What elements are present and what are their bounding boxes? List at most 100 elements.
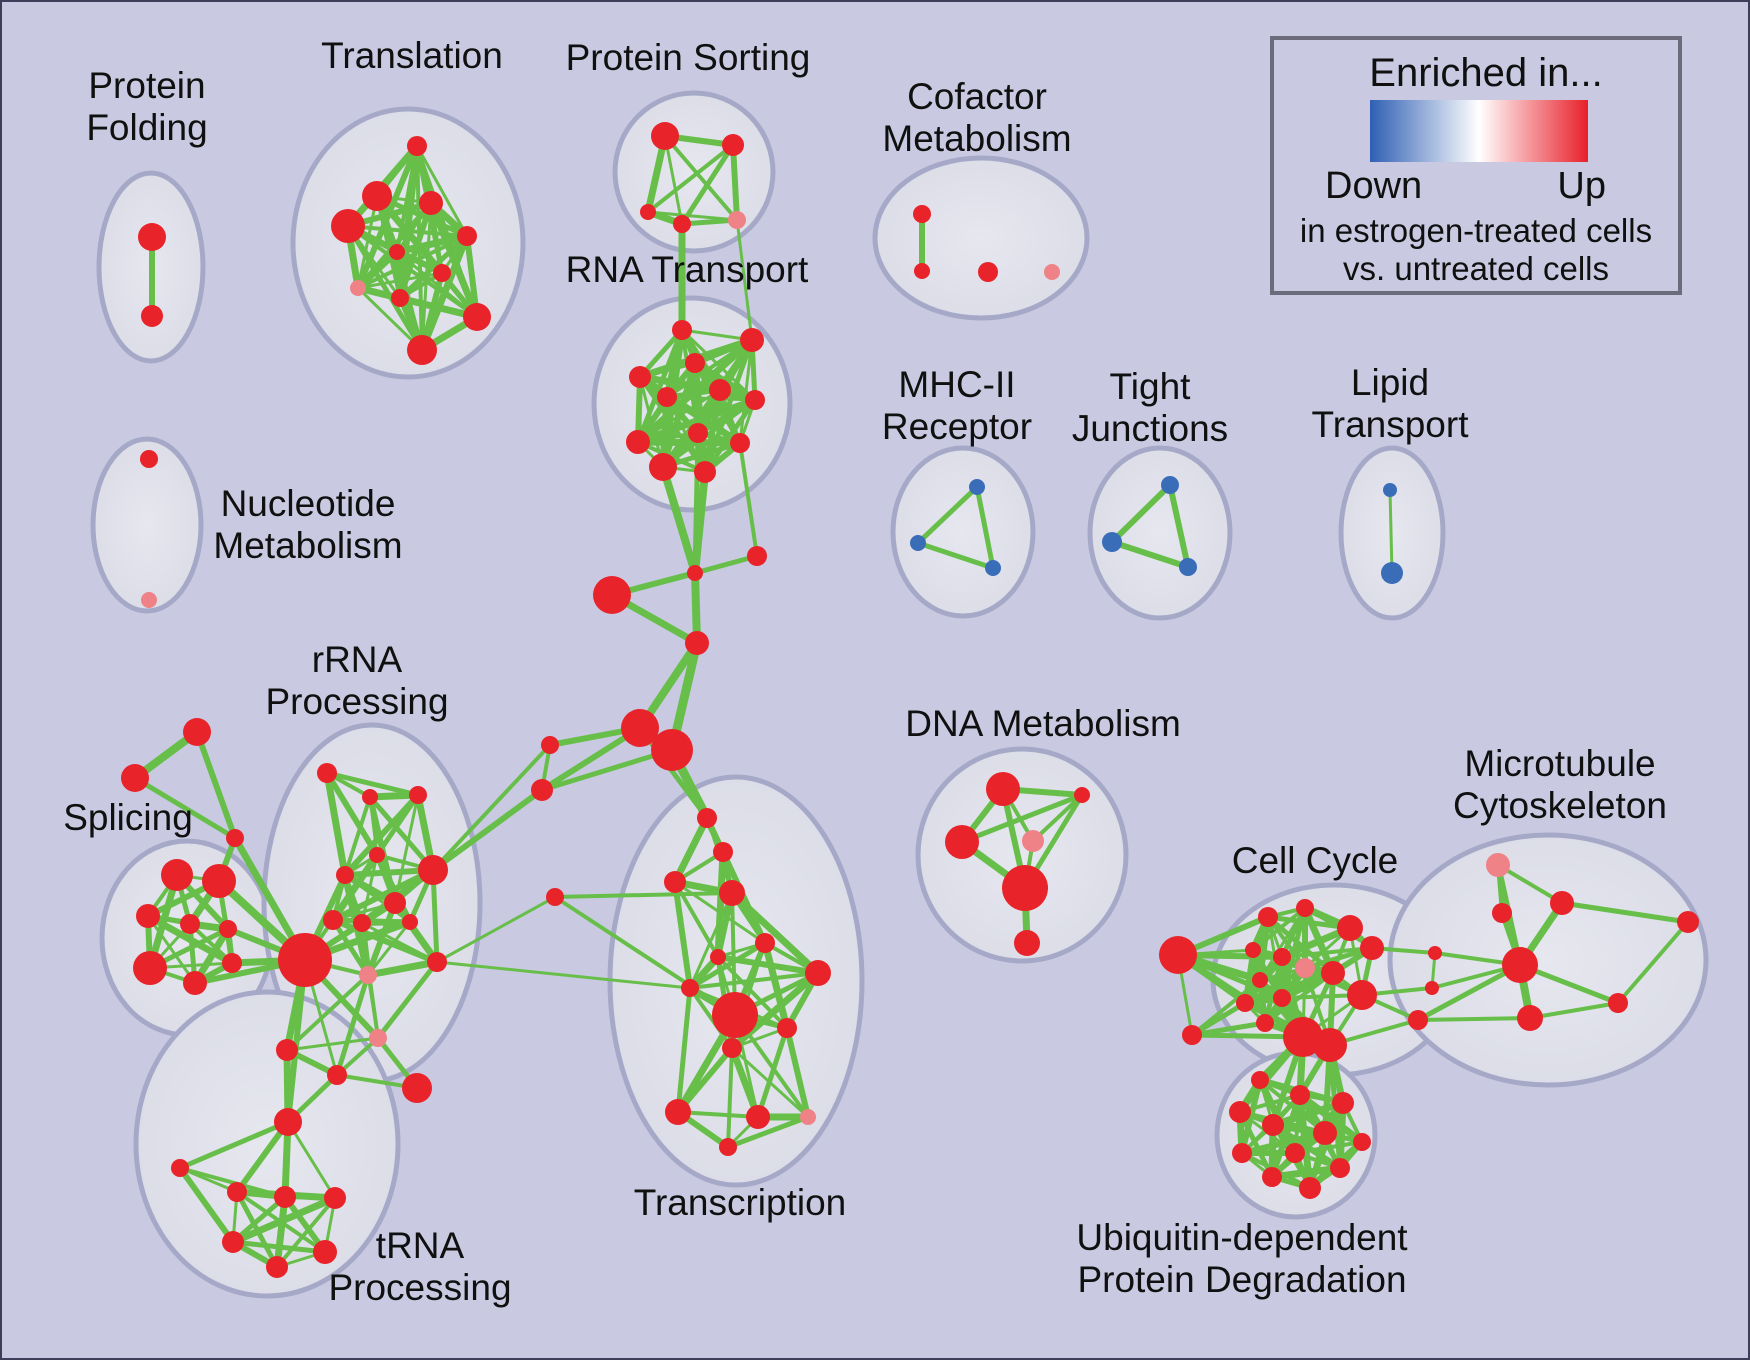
gene-set-node-rrna_processing-7 [402,914,418,930]
gene-set-node-backbone-11 [546,888,564,906]
gene-set-node-microtubule_cytoskeleton-2 [1492,903,1512,923]
network-edge [330,917,371,978]
network-edge [415,144,469,238]
gene-set-node-dna_metabolism-2 [945,825,979,859]
gene-set-node-protein_sorting-0 [651,122,679,150]
gene-set-node-translation-4 [457,226,477,246]
gene-set-node-transcription-13 [800,1109,816,1125]
gene-set-node-translation-0 [407,136,427,156]
network-edge [435,960,692,990]
gene-set-node-backbone-3 [685,631,709,655]
gene-set-node-dna_metabolism-5 [1014,930,1040,956]
network-edge [672,879,693,991]
gene-set-node-microtubule_cytoskeleton-3 [1502,947,1538,983]
legend-up-label: Up [1557,165,1606,207]
gene-set-node-lipid_transport-1 [1381,562,1403,584]
network-edge [635,327,685,445]
cluster-label-cofactor_metabolism: Metabolism [882,118,1071,159]
network-edge [663,134,684,226]
network-edge [177,1119,291,1171]
gene-set-node-cell_cycle-14 [1256,1014,1274,1032]
network-edge [1189,1000,1248,1038]
cluster-label-microtubule_cytoskeleton: Microtubule [1464,743,1655,784]
gene-set-node-transcription-3 [719,880,745,906]
gene-set-node-backbone-4 [621,709,659,747]
network-edge [675,1045,735,1115]
gene-set-node-cell_cycle-15 [1283,1017,1323,1057]
gene-set-node-protein_folding-1 [141,305,163,327]
gene-set-node-ubiquitin_degradation-8 [1285,1143,1305,1163]
cluster-label-lipid_transport: Transport [1312,404,1470,445]
gene-set-node-rrna_processing-14 [276,1039,298,1061]
gene-set-node-dna_metabolism-1 [1074,787,1090,803]
network-edge [334,972,371,1078]
network-edge [356,271,444,290]
gene-set-node-transcription-0 [697,808,717,828]
gene-set-node-splicing-3 [180,914,200,934]
cluster-label-cofactor_metabolism: Cofactor [907,76,1047,117]
network-edge [230,1239,328,1255]
network-edge [659,463,699,577]
gene-set-node-lipid_transport-0 [1383,483,1397,497]
gene-set-node-nucleotide_metabolism-0 [140,450,158,468]
network-edge [915,484,980,546]
cluster-label-ubiquitin_degradation: Protein Degradation [1077,1259,1406,1300]
legend-box [1270,36,1682,295]
gene-set-node-tight_junctions-0 [1161,476,1179,494]
network-edge [1496,863,1564,905]
gene-set-node-splicing-6 [222,953,242,973]
network-edge [680,328,757,402]
cluster-label-protein_folding: Folding [86,107,207,148]
gene-set-node-trna_processing-7 [266,1256,288,1278]
gene-set-node-backbone-5 [651,729,693,771]
cluster-label-microtubule_cytoskeleton: Cytoskeleton [1453,785,1667,826]
gene-set-node-trna_processing-5 [222,1231,244,1253]
cluster-ellipse-cofactor_metabolism [872,155,1090,321]
network-edge [366,920,412,977]
gene-set-node-translation-6 [433,264,451,282]
gene-set-node-splicing-5 [133,951,167,985]
gene-set-node-trna_processing-2 [227,1182,247,1202]
gene-set-node-translation-1 [362,181,392,211]
gene-set-node-cell_cycle-16 [1313,1028,1347,1062]
gene-set-node-rrna_processing-5 [418,855,448,885]
network-edge [676,1110,760,1119]
gene-set-node-rna_transport-4 [709,379,731,401]
network-edge [692,553,760,576]
gene-set-node-rna_transport-10 [649,453,677,481]
gene-set-node-transcription-11 [665,1099,691,1125]
cluster-label-nucleotide_metabolism: Nucleotide [221,483,396,524]
gene-set-node-rna_transport-5 [657,387,677,407]
network-edge [1109,482,1173,545]
cluster-ellipse-tight_junctions [1087,445,1233,621]
gene-set-node-rrna_processing-10 [278,933,332,987]
gene-set-node-mhc2_receptor-0 [969,479,985,495]
network-edge [275,1196,337,1269]
network-edge [346,224,469,238]
cluster-ellipse-dna_metabolism [915,746,1129,964]
network-edge [784,1025,811,1120]
network-edge [539,725,643,793]
gene-set-node-rna_transport-8 [626,430,650,454]
gene-set-node-rrna_processing-13 [369,1029,387,1047]
network-edge [1416,1016,1532,1022]
gene-set-node-splicing-1 [202,864,236,898]
network-edge [725,1114,811,1150]
gene-set-node-microtubule_cytoskeleton-6 [1517,1005,1543,1031]
gene-set-node-trna_processing-1 [171,1159,189,1177]
network-edge [229,1194,339,1246]
gene-set-node-rrna_processing-9 [353,914,371,932]
gene-set-node-cofactor_metabolism-2 [978,262,998,282]
network-edge [1616,920,1690,1005]
cluster-label-tight_junctions: Tight [1110,366,1192,407]
gene-set-node-transcription-2 [664,871,686,893]
network-edge [177,1165,236,1245]
gene-set-node-ubiquitin_degradation-7 [1232,1143,1252,1163]
cluster-label-cell_cycle: Cell Cycle [1232,840,1399,881]
network-edge [367,794,436,873]
gene-set-node-backbone-7 [531,779,553,801]
gene-set-node-transcription-12 [746,1105,770,1129]
cluster-label-protein_sorting: Protein Sorting [566,37,811,78]
gene-set-node-cell_cycle-9 [1321,961,1345,985]
